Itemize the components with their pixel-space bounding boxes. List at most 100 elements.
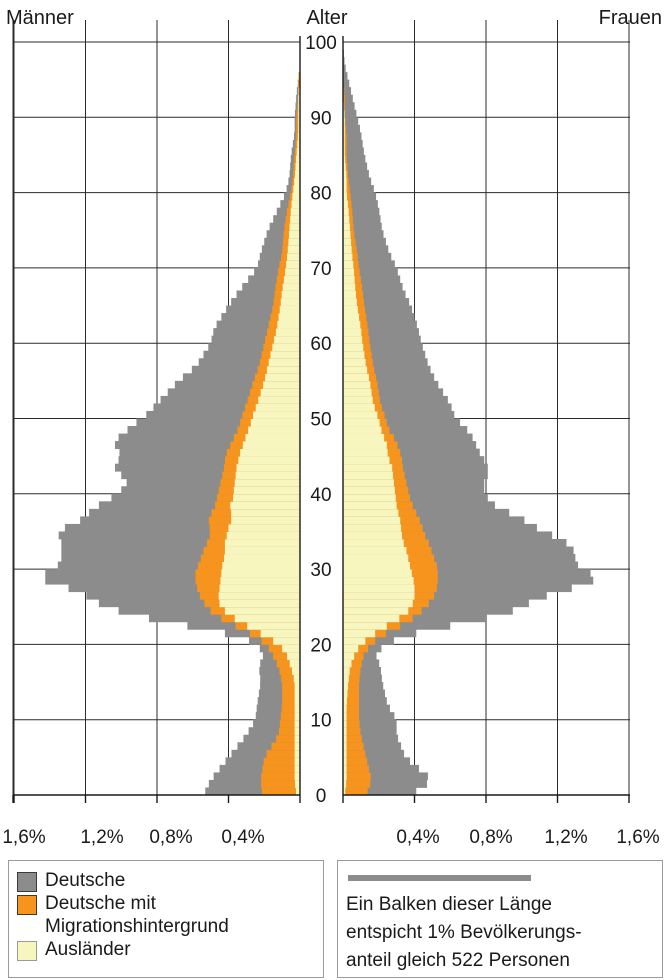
- females-bar-auslaender-age-40: [343, 486, 395, 495]
- females-bar-auslaender-age-33: [343, 538, 404, 547]
- females-bar-deutsche-age-34: [343, 531, 553, 540]
- females-bar-migration-age-3: [343, 764, 369, 773]
- females-bar-deutsche-age-64: [343, 305, 413, 314]
- females-bar-auslaender-age-27: [343, 584, 415, 593]
- males-bar-auslaender-age-35: [228, 523, 300, 532]
- males-bar-migration-age-7: [276, 734, 300, 743]
- females-bar-auslaender-age-68: [343, 275, 355, 284]
- population-pyramid-chart: Männer Alter Frauen 0 10 20 30 40 50 60 70 80 90 1…: [2, 7, 662, 848]
- females-bar-migration-age-17: [343, 659, 362, 668]
- females-bar-auslaender-age-80: [343, 185, 347, 193]
- females-bar-auslaender-age-13: [343, 689, 348, 698]
- male-bars: [45, 64, 301, 796]
- x-tick-label-right-2: 1,2%: [544, 827, 587, 848]
- females-bar-auslaender-age-78: [343, 200, 348, 209]
- females-bar-auslaender-age-70: [343, 260, 354, 269]
- scale-note-line3: anteil gleich 522 Personen: [346, 950, 570, 971]
- females-bar-auslaender-age-89: [343, 117, 345, 126]
- females-bar-deutsche-age-33: [343, 538, 567, 547]
- females-bar-deutsche-age-7: [343, 734, 399, 743]
- males-bar-auslaender-age-39: [232, 493, 300, 502]
- age-tick-bg-30: [302, 558, 341, 579]
- males-bar-deutsche-age-27: [68, 584, 300, 593]
- females-bar-deutsche-age-83: [343, 162, 368, 171]
- females-bar-deutsche-age-4: [343, 757, 411, 766]
- females-bar-deutsche-age-71: [343, 252, 392, 261]
- female-bars: [343, 42, 594, 796]
- females-bar-migration-age-7: [343, 734, 362, 743]
- males-bar-auslaender-age-85: [296, 147, 300, 156]
- males-bar-auslaender-age-46: [242, 441, 300, 450]
- females-bar-auslaender-age-28: [343, 576, 414, 585]
- females-bar-deutsche-age-32: [343, 546, 574, 555]
- males-bar-auslaender-age-80: [293, 185, 300, 193]
- males-bar-auslaender-age-92: [298, 94, 300, 103]
- males-bar-auslaender-age-37: [231, 508, 300, 517]
- males-bar-auslaender-age-2: [294, 772, 300, 781]
- females-bar-deutsche-age-96: [343, 64, 346, 73]
- males-bar-deutsche-age-28: [45, 576, 300, 585]
- legend-label-deutsche: Deutsche: [45, 870, 126, 891]
- males-bar-deutsche-age-66: [236, 290, 300, 299]
- females-bar-migration-age-13: [343, 689, 360, 698]
- age-tick-label-60: 60: [310, 334, 331, 355]
- males-bar-deutsche-age-24: [118, 606, 300, 615]
- females-bar-deutsche-age-81: [343, 177, 372, 186]
- males-bar-migration-age-4: [263, 757, 300, 766]
- females-bar-migration-age-11: [343, 704, 360, 713]
- males-bar-deutsche-age-33: [61, 538, 301, 547]
- age-tick-bg-10: [302, 708, 341, 729]
- males-bar-auslaender-age-61: [275, 328, 300, 337]
- males-bar-auslaender-age-90: [298, 109, 300, 118]
- males-bar-auslaender-age-20: [273, 636, 300, 645]
- males-bar-deutsche-age-43: [114, 463, 301, 472]
- males-bar-auslaender-age-56: [266, 365, 300, 374]
- females-bar-auslaender-age-20: [343, 636, 366, 645]
- males-bar-auslaender-age-40: [233, 486, 300, 495]
- males-bar-auslaender-age-51: [255, 403, 300, 412]
- males-bar-deutsche-age-56: [191, 365, 300, 374]
- males-bar-deutsche-age-52: [160, 395, 300, 404]
- females-bar-migration-age-6: [343, 742, 364, 751]
- females-bar-deutsche-age-3: [343, 764, 419, 773]
- males-bar-auslaender-age-77: [290, 207, 300, 216]
- females-bar-deutsche-age-9: [343, 719, 397, 728]
- males-bar-deutsche-age-71: [259, 252, 300, 261]
- males-bar-auslaender-age-9: [294, 719, 300, 728]
- females-bar-auslaender-age-53: [343, 388, 372, 397]
- males-bar-deutsche-age-48: [127, 426, 300, 434]
- females-bar-auslaender-age-62: [343, 320, 361, 329]
- females-bar-auslaender-age-14: [343, 682, 349, 690]
- females-bar-auslaender-age-23: [343, 614, 400, 623]
- females-bar-deutsche-age-61: [343, 328, 419, 337]
- females-bar-auslaender-age-44: [343, 456, 390, 465]
- males-bar-auslaender-age-88: [298, 124, 300, 133]
- males-bar-deutsche-age-37: [89, 508, 300, 517]
- males-bar-auslaender-age-63: [278, 313, 300, 322]
- females-bar-migration-age-5: [343, 749, 366, 758]
- females-bar-deutsche-age-53: [343, 388, 444, 397]
- males-bar-deutsche-age-41: [126, 478, 300, 487]
- males-bar-deutsche-age-5: [231, 749, 300, 758]
- females-bar-deutsche-age-16: [343, 666, 381, 675]
- females-bar-auslaender-age-83: [343, 162, 346, 171]
- males-bar-auslaender-age-14: [294, 682, 300, 690]
- males-bar-deutsche-age-3: [219, 764, 300, 773]
- females-bar-migration-age-16: [343, 666, 361, 675]
- females-bar-deutsche-age-94: [343, 79, 350, 88]
- females-bar-migration-age-2: [343, 772, 371, 781]
- females-bar-deutsche-age-54: [343, 380, 439, 389]
- females-bar-deutsche-age-49: [343, 418, 461, 427]
- females-bar-auslaender-age-29: [343, 569, 412, 578]
- females-bar-deutsche-age-39: [343, 493, 488, 502]
- age-tick-bg-70: [302, 256, 341, 277]
- females-bar-deutsche-age-79: [343, 192, 377, 201]
- males-bar-auslaender-age-68: [283, 275, 300, 284]
- x-tick-label-right-1: 0,8%: [469, 827, 512, 848]
- males-bar-auslaender-age-31: [224, 554, 300, 562]
- females-bar-deutsche-age-0: [343, 787, 417, 796]
- males-bar-auslaender-age-19: [282, 644, 300, 653]
- males-bar-auslaender-age-28: [220, 576, 300, 585]
- males-bar-auslaender-age-87: [297, 132, 300, 141]
- females-bar-deutsche-age-35: [343, 523, 537, 532]
